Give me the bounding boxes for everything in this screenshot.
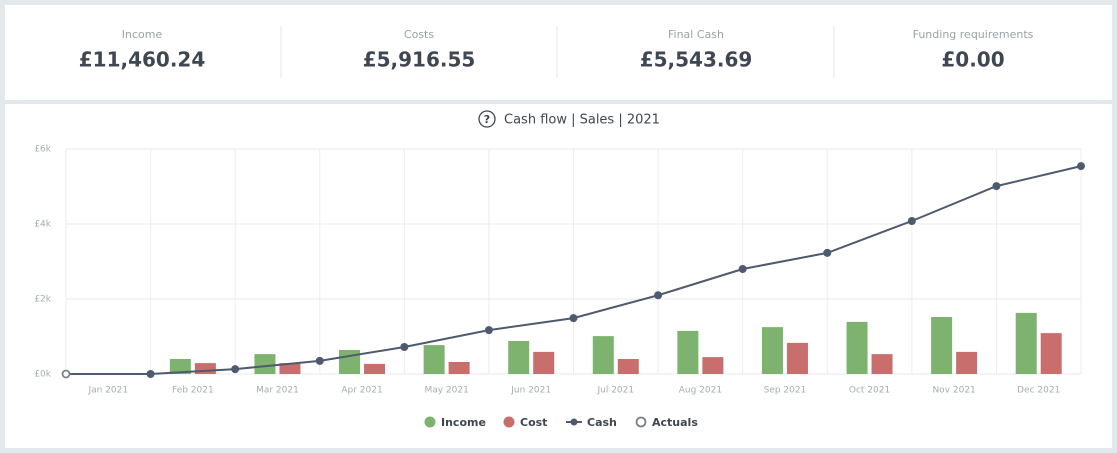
y-tick-label: £6k (34, 145, 51, 155)
x-tick-label: Mar 2021 (256, 386, 299, 396)
legend-swatch (424, 416, 436, 428)
bar (364, 363, 386, 374)
x-tick-label: Apr 2021 (341, 386, 382, 396)
cash-point (1077, 162, 1085, 171)
summary-label: Costs (404, 28, 434, 41)
y-tick-label: £2k (34, 295, 51, 305)
cash-point (569, 314, 578, 323)
bar (533, 351, 555, 374)
legend-swatch (503, 416, 515, 428)
bar (617, 359, 639, 374)
summary-value: £5,916.55 (363, 48, 476, 72)
bar (871, 354, 893, 374)
bar (1040, 333, 1062, 374)
bar (1015, 312, 1037, 374)
summary-label: Funding requirements (913, 28, 1034, 41)
bar (702, 357, 724, 374)
x-tick-label: Feb 2021 (172, 386, 214, 396)
legend-label: Cost (520, 416, 547, 429)
bar (448, 362, 470, 374)
bar (761, 327, 783, 374)
summary-value: £11,460.24 (79, 48, 206, 72)
chart-card (5, 104, 1112, 448)
summary-label: Income (122, 28, 163, 41)
y-tick-label: £0k (34, 370, 51, 380)
y-tick-label: £4k (34, 220, 51, 230)
bar (169, 359, 191, 374)
legend-swatch (570, 418, 578, 426)
bar (786, 342, 808, 374)
cash-point (484, 326, 493, 335)
summary-card (5, 5, 1112, 100)
x-tick-label: Oct 2021 (849, 386, 890, 396)
bar (279, 363, 301, 374)
legend-label: Cash (587, 416, 617, 429)
bar (423, 345, 445, 374)
help-icon[interactable] (478, 110, 496, 128)
cash-point (654, 291, 663, 300)
legend-label: Income (441, 416, 486, 429)
cash-point (315, 356, 324, 365)
cash-point (146, 370, 155, 378)
bar (194, 363, 216, 374)
x-tick-label: Jun 2021 (510, 386, 551, 396)
x-tick-label: May 2021 (424, 386, 468, 396)
actuals-point (61, 369, 71, 379)
bar (339, 350, 361, 374)
bar (592, 336, 614, 374)
cash-point (738, 265, 747, 273)
cash-point (231, 365, 240, 374)
chart-title: Cash flow | Sales | 2021 (504, 113, 660, 128)
cash-point (823, 248, 832, 257)
x-tick-label: Jan 2021 (87, 386, 128, 396)
cash-point (992, 182, 1001, 191)
bar (931, 317, 953, 374)
bar (846, 321, 868, 374)
x-tick-label: Aug 2021 (679, 386, 722, 396)
summary-label: Final Cash (668, 28, 724, 41)
x-tick-label: Sep 2021 (764, 386, 807, 396)
summary-value: £5,543.69 (640, 48, 753, 72)
x-tick-label: Dec 2021 (1017, 386, 1060, 396)
bar (677, 330, 699, 374)
cash-line (150, 165, 1082, 375)
help-icon-text: ? (484, 113, 490, 126)
legend-swatch (635, 416, 647, 428)
legend-label: Actuals (652, 416, 698, 429)
summary-value: £0.00 (941, 48, 1004, 72)
bar (956, 351, 978, 374)
bar (508, 341, 530, 374)
bar (254, 354, 276, 374)
x-tick-label: Jul 2021 (596, 386, 634, 396)
cash-point (400, 343, 409, 351)
x-tick-label: Nov 2021 (932, 386, 975, 396)
cash-point (907, 217, 916, 225)
